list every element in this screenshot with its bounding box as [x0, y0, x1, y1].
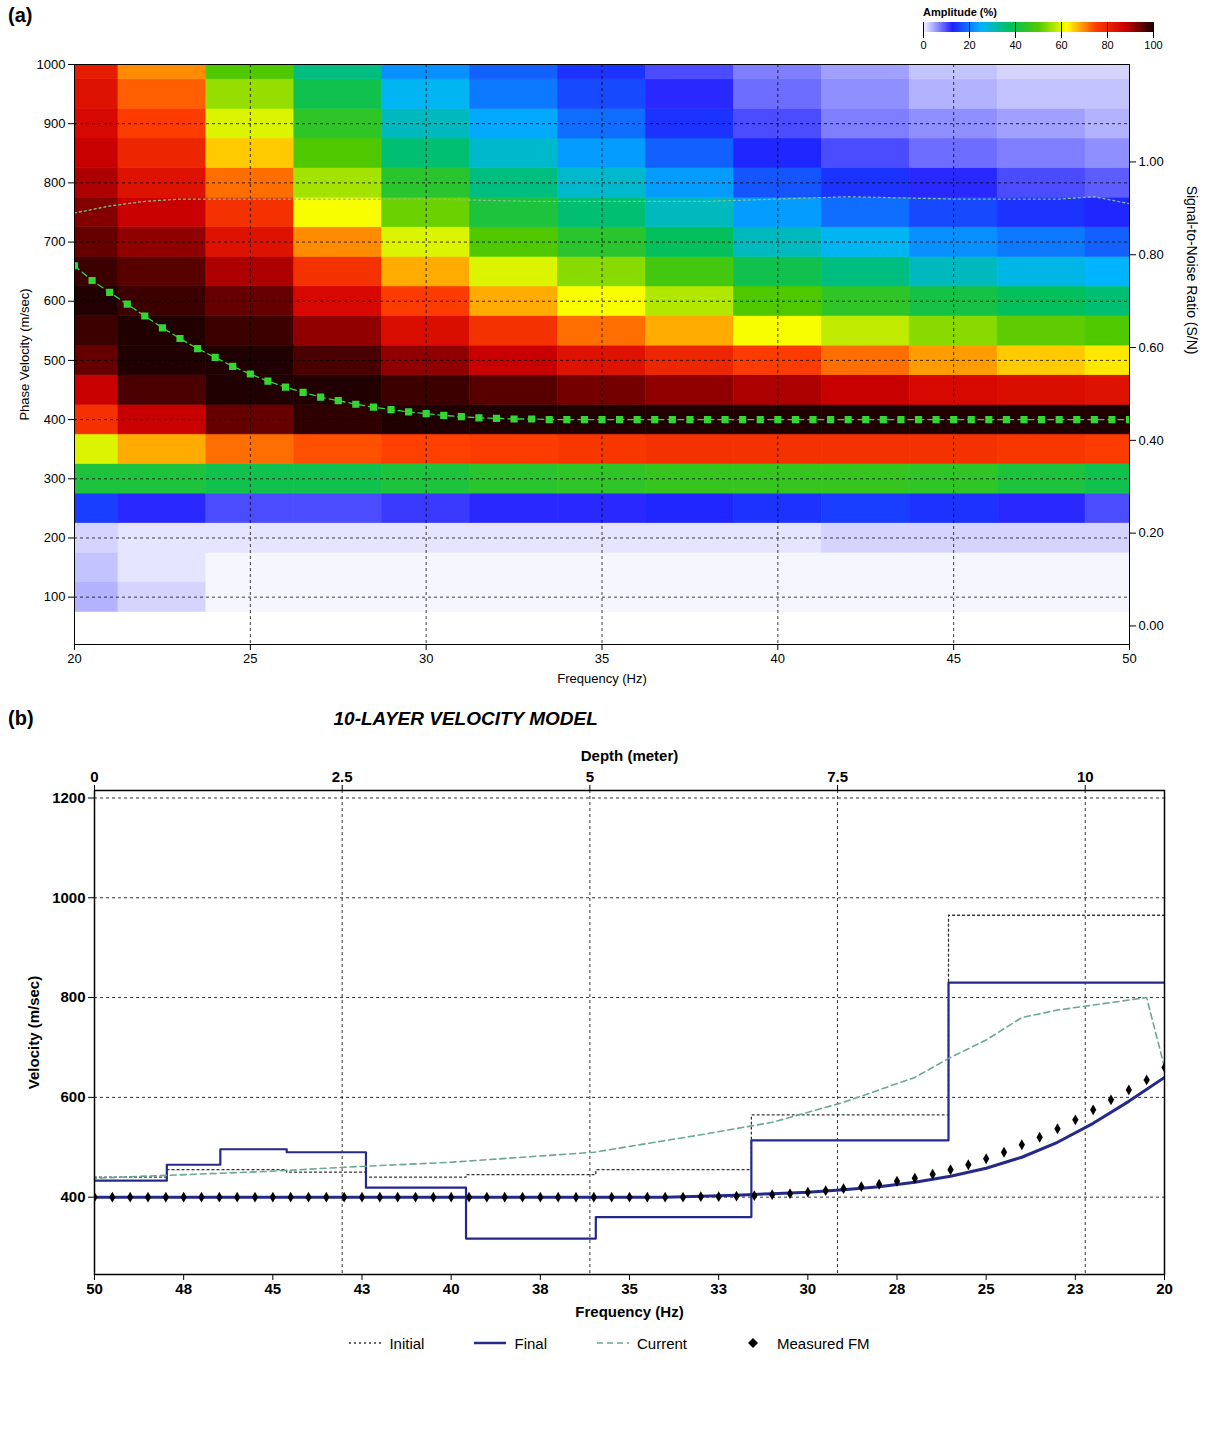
svg-text:10: 10: [1077, 768, 1094, 785]
svg-text:30: 30: [419, 651, 433, 666]
svg-text:40: 40: [771, 651, 785, 666]
html-text:(a): (a): [8, 4, 33, 26]
svg-text:20: 20: [1156, 1280, 1173, 1297]
svg-text:800: 800: [44, 175, 66, 190]
svg-text:0: 0: [90, 768, 98, 785]
svg-text:900: 900: [44, 116, 66, 131]
svg-text:1200: 1200: [52, 789, 85, 806]
svg-text:28: 28: [889, 1280, 906, 1297]
svg-text:0.60: 0.60: [1139, 340, 1164, 355]
svg-text:40: 40: [443, 1280, 460, 1297]
svg-text:0.40: 0.40: [1139, 433, 1164, 448]
html-text:Final: Final: [514, 1334, 547, 1352]
svg-text:1000: 1000: [37, 57, 66, 72]
svg-text:20: 20: [963, 39, 975, 51]
svg-text:5: 5: [586, 768, 594, 785]
svg-text:23: 23: [1067, 1280, 1084, 1297]
svg-text:2.5: 2.5: [332, 768, 353, 785]
svg-text:35: 35: [595, 651, 609, 666]
svg-text:400: 400: [44, 412, 66, 427]
svg-text:0: 0: [920, 39, 926, 51]
svg-text:Depth (meter): Depth (meter): [581, 747, 679, 764]
svg-text:100: 100: [44, 589, 66, 604]
html-text:Initial: Initial: [389, 1334, 425, 1352]
svg-text:1000: 1000: [52, 889, 85, 906]
html-text:(b): (b): [8, 707, 34, 729]
svg-text:1.00: 1.00: [1139, 154, 1164, 169]
svg-text:300: 300: [44, 471, 66, 486]
svg-text:700: 700: [44, 234, 66, 249]
svg-text:Phase Velocity (m/sec): Phase Velocity (m/sec): [17, 288, 32, 420]
svg-text:25: 25: [978, 1280, 995, 1297]
html-text:10-LAYER VELOCITY MODEL: 10-LAYER VELOCITY MODEL: [333, 708, 598, 729]
svg-text:Amplitude (%): Amplitude (%): [923, 6, 997, 18]
svg-text:45: 45: [946, 651, 960, 666]
svg-text:0.00: 0.00: [1139, 618, 1164, 633]
svg-text:30: 30: [799, 1280, 816, 1297]
svg-text:Signal-to-Noise Ratio (S/N): Signal-to-Noise Ratio (S/N): [1184, 186, 1200, 355]
svg-text:48: 48: [175, 1280, 192, 1297]
svg-text:50: 50: [1122, 651, 1136, 666]
svg-text:Frequency (Hz): Frequency (Hz): [575, 1303, 683, 1320]
svg-text:80: 80: [1101, 39, 1113, 51]
svg-text:500: 500: [44, 353, 66, 368]
svg-text:800: 800: [60, 988, 85, 1005]
html-text:Current: Current: [637, 1334, 687, 1352]
svg-text:200: 200: [44, 530, 66, 545]
svg-text:100: 100: [1144, 39, 1162, 51]
svg-text:7.5: 7.5: [827, 768, 848, 785]
svg-text:45: 45: [264, 1280, 281, 1297]
svg-text:0.80: 0.80: [1139, 247, 1164, 262]
html-text:Measured FM: Measured FM: [777, 1334, 870, 1352]
svg-text:600: 600: [60, 1088, 85, 1105]
svg-text:400: 400: [60, 1188, 85, 1205]
svg-text:25: 25: [243, 651, 257, 666]
svg-text:20: 20: [67, 651, 81, 666]
svg-text:600: 600: [44, 293, 66, 308]
svg-text:Velocity (m/sec): Velocity (m/sec): [25, 976, 42, 1089]
svg-text:43: 43: [354, 1280, 371, 1297]
svg-text:38: 38: [532, 1280, 549, 1297]
svg-text:60: 60: [1055, 39, 1067, 51]
svg-text:Frequency (Hz): Frequency (Hz): [557, 671, 647, 686]
svg-text:50: 50: [86, 1280, 103, 1297]
svg-text:33: 33: [710, 1280, 727, 1297]
svg-text:35: 35: [621, 1280, 638, 1297]
svg-text:40: 40: [1009, 39, 1021, 51]
svg-text:0.20: 0.20: [1139, 525, 1164, 540]
